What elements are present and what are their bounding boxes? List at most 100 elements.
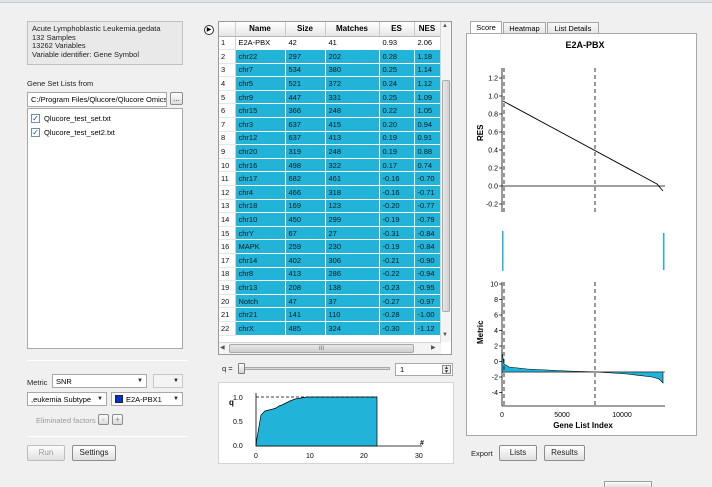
q-value-spinbox[interactable]: 1 ▲ ▼ <box>395 363 453 376</box>
row-number[interactable]: 6 <box>219 103 236 119</box>
table-cell[interactable]: 110 <box>325 307 380 322</box>
table-cell[interactable]: 123 <box>325 199 380 214</box>
table-cell[interactable]: 306 <box>325 253 380 268</box>
table-cell[interactable]: chr21 <box>235 307 286 322</box>
browse-button[interactable]: ... <box>170 92 183 105</box>
table-cell[interactable]: 534 <box>285 63 326 78</box>
table-cell[interactable]: chr16 <box>235 158 286 173</box>
table-cell[interactable]: -0.16 <box>379 185 415 200</box>
table-cell[interactable]: -0.84 <box>414 239 441 254</box>
table-cell[interactable]: 0.25 <box>379 63 415 78</box>
add-factor-button[interactable]: + <box>112 414 123 425</box>
table-cell[interactable]: 319 <box>285 144 326 159</box>
table-cell[interactable]: chr7 <box>235 63 286 78</box>
row-number[interactable]: 15 <box>219 226 236 241</box>
tab-list-details[interactable]: List Details <box>547 22 599 34</box>
table-cell[interactable]: 372 <box>325 76 380 91</box>
row-number[interactable]: 7 <box>219 117 236 132</box>
table-cell[interactable]: -0.21 <box>379 253 415 268</box>
table-cell[interactable]: 461 <box>325 171 380 187</box>
table-row[interactable]: 3 chr7 534 380 0.25 1.14 <box>219 63 441 78</box>
run-button[interactable]: Run <box>27 445 65 461</box>
table-row[interactable]: 8 chr12 637 413 0.19 0.91 <box>219 131 441 146</box>
class-dropdown[interactable]: E2A-PBX1 ▼ <box>111 392 183 406</box>
table-row[interactable]: 7 chr3 637 415 0.20 0.94 <box>219 117 441 132</box>
table-cell[interactable]: chr4 <box>235 185 286 200</box>
table-cell[interactable]: 41 <box>325 36 380 51</box>
remove-factor-button[interactable]: - <box>98 414 109 425</box>
row-number[interactable]: 11 <box>219 171 236 187</box>
table-cell[interactable]: 297 <box>285 49 326 64</box>
gene-set-path-field[interactable]: C:/Program Files/Qlucore/Qlucore Omics <box>27 92 167 107</box>
table-cell[interactable]: chr18 <box>235 199 286 214</box>
table-cell[interactable]: 2.06 <box>414 36 441 51</box>
table-cell[interactable]: 380 <box>325 63 380 78</box>
table-cell[interactable]: 47 <box>285 294 326 309</box>
table-cell[interactable]: 0.20 <box>379 117 415 132</box>
table-cell[interactable]: 0.25 <box>379 90 415 105</box>
table-cell[interactable]: -0.79 <box>414 212 441 227</box>
row-number[interactable]: 9 <box>219 144 236 159</box>
table-cell[interactable]: 324 <box>325 321 380 336</box>
export-results-button[interactable]: Results <box>544 445 585 461</box>
table-cell[interactable]: 27 <box>325 226 380 241</box>
file-list-item[interactable]: ✓ Qlucore_test_set.txt <box>31 111 179 125</box>
table-cell[interactable]: -0.90 <box>414 253 441 268</box>
table-cell[interactable]: 450 <box>285 212 326 227</box>
table-row[interactable]: 5 chr9 447 331 0.25 1.09 <box>219 90 441 105</box>
table-cell[interactable]: 0.28 <box>379 49 415 64</box>
table-cell[interactable]: chr10 <box>235 212 286 227</box>
table-cell[interactable]: 485 <box>285 321 326 336</box>
spin-arrows-icon[interactable]: ▲ ▼ <box>442 365 451 375</box>
table-row[interactable]: 11 chr17 682 461 -0.16 -0.70 <box>219 171 441 187</box>
table-cell[interactable]: 0.91 <box>414 131 441 146</box>
table-cell[interactable]: 318 <box>325 185 380 200</box>
table-cell[interactable]: -0.31 <box>379 226 415 241</box>
table-cell[interactable]: 141 <box>285 307 326 322</box>
row-number[interactable]: 10 <box>219 158 236 173</box>
table-cell[interactable]: chr12 <box>235 131 286 146</box>
gene-set-file-list[interactable]: ✓ Qlucore_test_set.txt ✓ Qlucore_test_se… <box>27 108 183 349</box>
table-cell[interactable]: -0.19 <box>379 212 415 227</box>
table-cell[interactable]: 521 <box>285 76 326 91</box>
table-cell[interactable]: 498 <box>285 158 326 173</box>
row-number[interactable]: 5 <box>219 90 236 105</box>
table-cell[interactable]: chr9 <box>235 90 286 105</box>
table-cell[interactable]: 1.12 <box>414 76 441 91</box>
table-cell[interactable]: -0.22 <box>379 267 415 282</box>
table-cell[interactable]: 37 <box>325 294 380 309</box>
table-cell[interactable]: chr22 <box>235 49 286 64</box>
table-cell[interactable]: -0.16 <box>379 171 415 187</box>
table-cell[interactable]: 0.17 <box>379 158 415 173</box>
table-cell[interactable]: 322 <box>325 158 380 173</box>
table-cell[interactable]: -0.23 <box>379 280 415 295</box>
row-number[interactable]: 17 <box>219 253 236 268</box>
table-cell[interactable]: -0.28 <box>379 307 415 322</box>
table-row[interactable]: 4 chr5 521 372 0.24 1.12 <box>219 76 441 91</box>
table-cell[interactable]: -0.84 <box>414 226 441 241</box>
table-cell[interactable]: 413 <box>285 267 326 282</box>
column-header-size[interactable]: Size <box>285 22 326 37</box>
scroll-left-icon[interactable]: ◀ <box>220 345 225 351</box>
row-number[interactable]: 3 <box>219 63 236 78</box>
column-header-nes[interactable]: NES <box>414 22 441 37</box>
tab-heatmap[interactable]: Heatmap <box>503 22 546 34</box>
row-number[interactable]: 18 <box>219 267 236 282</box>
row-number[interactable]: 2 <box>219 49 236 64</box>
table-cell[interactable]: 42 <box>285 36 326 51</box>
table-cell[interactable]: 0.19 <box>379 144 415 159</box>
file-checkbox[interactable]: ✓ <box>31 127 40 137</box>
export-lists-button[interactable]: Lists <box>499 445 537 461</box>
partial-button[interactable] <box>604 481 652 487</box>
row-number[interactable]: 22 <box>219 321 236 336</box>
table-cell[interactable]: 259 <box>285 239 326 254</box>
row-number[interactable]: 13 <box>219 199 236 214</box>
table-cell[interactable]: chr13 <box>235 280 286 295</box>
table-cell[interactable]: 208 <box>285 280 326 295</box>
table-row[interactable]: 19 chr13 208 138 -0.23 -0.95 <box>219 280 441 295</box>
q-slider-handle[interactable] <box>238 363 245 374</box>
scroll-right-icon[interactable]: ▶ <box>431 345 436 351</box>
results-table[interactable]: Name Size Matches ES NES 1 E2A-PBX 42 41 0.9… <box>218 21 452 355</box>
table-cell[interactable]: 1.09 <box>414 90 441 105</box>
table-cell[interactable]: 637 <box>285 131 326 146</box>
